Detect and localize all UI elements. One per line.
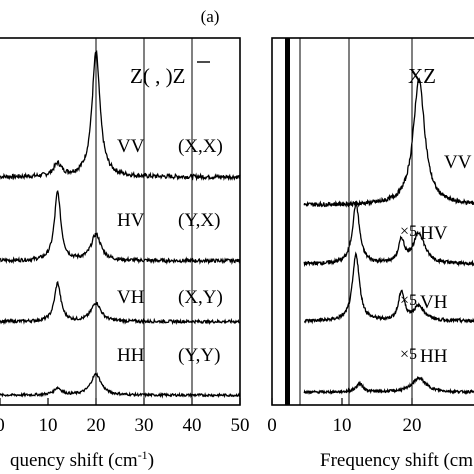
panel-a-frame — [0, 37, 241, 406]
panel-b-frame — [271, 37, 474, 406]
panel-b-series-vv — [303, 77, 474, 208]
panel-b: 0 10 20 VV×5 HV×5 VH×5 HH XZ Frequency shift … — [267, 37, 474, 471]
panel-a-series-vh — [0, 280, 241, 326]
panel-a-series-vv — [0, 50, 241, 182]
panel-b-laser-cutoff — [285, 38, 290, 405]
panel-b-series-label-vv: VV — [444, 152, 472, 173]
panel-a-ticks: 0 10 20 30 40 50 — [0, 398, 250, 436]
panel-a-xtick-label-50: 50 — [231, 415, 250, 436]
panel-a-xtick-label-10: 10 — [39, 415, 58, 436]
panel-a-xtick-label-40: 40 — [183, 415, 202, 436]
panel-a-series-labels: VV (X,X) HV (Y,X) VH (X,Y) HH (Y,Y) — [117, 136, 223, 366]
panel-b-series-labels: VV×5 HV×5 VH×5 HH — [400, 152, 472, 367]
panel-a-series-label-vh: VH — [117, 287, 145, 308]
panel-a-spectra — [0, 50, 241, 399]
panel-b-series-factor-hh: ×5 — [400, 346, 417, 363]
panel-b-series-vh — [304, 251, 474, 325]
panel-a-xtick-label-30: 30 — [135, 415, 154, 436]
panel-a-series-label-vv: VV — [117, 136, 145, 157]
panel-b-gridlines — [299, 38, 413, 405]
panel-a-xtick-label-20: 20 — [87, 415, 106, 436]
panel-a-series-pol-hh: (Y,Y) — [178, 345, 220, 366]
panel-a-xlabel: quency shift (cm-1) — [10, 448, 154, 471]
panel-a-series-label-hh: HH — [117, 345, 145, 366]
panel-a-label: (a) — [201, 7, 220, 26]
panel-a-xtick-label-0: 0 — [0, 415, 5, 436]
panel-b-xtick-label-0: 0 — [267, 415, 277, 436]
panel-b-series-factor-vh: ×5 — [400, 292, 417, 309]
panel-a-series-label-hv: HV — [117, 210, 145, 231]
panel-b-series-label-hh: HH — [420, 346, 448, 367]
panel-a-gridlines — [95, 38, 193, 405]
panel-b-series-factor-hv: ×5 — [400, 223, 417, 240]
panel-a: (a) 0 10 20 30 40 50 VV (X,X) HV (Y,X) VH (X,Y) HH (… — [0, 7, 250, 471]
panel-b-series-label-hv: HV — [420, 223, 448, 244]
panel-b-series-label-vh: VH — [420, 292, 448, 313]
panel-b-series-hv — [303, 200, 474, 268]
panel-a-series-pol-vv: (X,X) — [178, 136, 223, 157]
panel-b-spectra — [303, 77, 474, 396]
panel-a-series-hv — [0, 189, 241, 265]
panel-b-xtick-label-10: 10 — [333, 415, 352, 436]
panel-b-series-hh — [303, 375, 474, 396]
panel-b-ticks: 0 10 20 — [267, 398, 422, 436]
panel-b-xlabel: Frequency shift (cm — [320, 450, 473, 471]
panel-a-geometry-label: Z( , )Z — [130, 64, 185, 88]
panel-a-series-hh — [0, 372, 241, 399]
panel-a-series-pol-vh: (X,Y) — [178, 287, 223, 308]
panel-a-series-pol-hv: (Y,X) — [178, 210, 220, 231]
panel-b-xtick-label-20: 20 — [403, 415, 422, 436]
panel-b-geometry-label: XZ — [408, 64, 436, 88]
